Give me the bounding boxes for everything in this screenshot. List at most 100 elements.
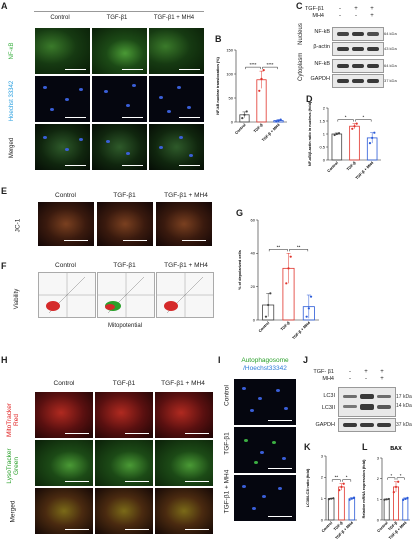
- x-tick-label: Control: [258, 321, 270, 333]
- data-point: [348, 498, 351, 501]
- panel-a-row-merged: Merged: [9, 137, 15, 159]
- y-tick-label: 50: [229, 95, 234, 100]
- panel-c-cond-mh4: MH4: [312, 13, 324, 19]
- data-point: [371, 136, 374, 139]
- significance-label: *: [362, 115, 364, 120]
- panel-c-kda: 37 kDa: [384, 78, 397, 83]
- panel-j-mark: +: [380, 376, 384, 382]
- x-tick-label: TGF-β + MH4: [261, 122, 281, 142]
- data-point: [275, 120, 278, 123]
- panel-letter-g: G: [236, 208, 244, 218]
- data-point: [277, 119, 280, 122]
- significance-label: *: [346, 475, 348, 480]
- panel-a-image-hoechst-tgf: [92, 76, 147, 122]
- significance-bracket: [331, 479, 341, 482]
- data-point: [279, 118, 282, 121]
- bar: [327, 498, 335, 521]
- panel-a-image-nfkb-control: [35, 28, 90, 74]
- x-tick-label: TGF-β: [387, 520, 398, 531]
- panel-h-image-merged-tgf: [95, 488, 153, 534]
- panel-f-facs-control: [38, 272, 96, 318]
- significance-label: **: [335, 475, 339, 480]
- y-tick-label: 1: [321, 496, 324, 501]
- panel-a-image-merged-control: [35, 124, 90, 170]
- y-tick-label: 1: [323, 131, 326, 136]
- x-tick-label: Control: [376, 521, 388, 533]
- panel-c-kda: 64 kDa: [384, 31, 397, 36]
- panel-h-row-lysotracker: LysoTracker Green: [6, 448, 20, 484]
- data-point: [267, 303, 270, 307]
- panel-a-col-tgf: TGF-β1: [106, 15, 128, 21]
- panel-c-mark: +: [354, 6, 358, 12]
- data-point: [333, 133, 336, 137]
- x-tick-label: TGF-β: [280, 320, 291, 331]
- significance-label: *: [345, 115, 347, 120]
- panel-a-image-merged-mh4: [149, 124, 204, 170]
- significance-bracket: [355, 119, 372, 122]
- panel-letter-d: D: [306, 94, 313, 104]
- data-point: [355, 122, 358, 125]
- panel-a-image-nfkb-mh4: [149, 28, 204, 74]
- panel-h-col-tgf: TGF-β1: [112, 380, 136, 387]
- data-point: [368, 142, 372, 145]
- data-point: [340, 485, 343, 489]
- x-tick-label: Control: [327, 161, 339, 173]
- panel-a-image-hoechst-control: [35, 76, 90, 122]
- panel-i-row-control: Control: [223, 385, 231, 406]
- data-point: [404, 497, 407, 501]
- panel-c-mark: -: [339, 6, 341, 12]
- panel-i-row-tgf: TGF-β1: [223, 432, 231, 455]
- panel-a-image-merged-tgf: [92, 124, 147, 170]
- panel-f-col-control: Control: [55, 262, 76, 269]
- panel-a-header-line: [34, 11, 204, 12]
- data-point: [289, 255, 292, 258]
- significance-label: *: [400, 473, 402, 478]
- panel-c-kda: 64 kDa: [384, 63, 397, 68]
- panel-a-image-hoechst-mh4: [149, 76, 204, 122]
- panel-c-band-label: NF-kB: [314, 61, 330, 67]
- panel-e-image-control: [38, 202, 94, 246]
- significance-label: *: [390, 473, 392, 478]
- data-point: [387, 497, 390, 501]
- significance-label: ****: [266, 62, 273, 67]
- data-point: [385, 498, 388, 501]
- panel-a-col-tgf-mh4: TGF-β1 + MH4: [153, 15, 195, 21]
- panel-h-image-green-tgf: [95, 440, 153, 486]
- data-point: [394, 485, 398, 489]
- data-point: [338, 489, 341, 492]
- y-tick-label: 40: [251, 251, 256, 256]
- chart-ylabel: NF-κB/β-actin ratio in nucleus (fold): [308, 102, 312, 166]
- panel-a-col-control: Control: [50, 15, 70, 21]
- y-tick-label: 0: [231, 119, 234, 124]
- panel-i-title-line1: Autophagosome: [241, 357, 289, 364]
- x-tick-label: TGF-β + MH4: [355, 160, 375, 180]
- panel-j-cond-tgf: TGF- β1: [313, 369, 334, 375]
- panel-h-row-mitotracker: MitoTracker Red: [6, 402, 20, 438]
- panel-h-col-tgf-mh4: TGF-β1 + MH4: [161, 380, 205, 387]
- significance-bracket: [387, 477, 396, 480]
- bar: [348, 498, 356, 521]
- panel-j-band-label: LC3II: [321, 405, 335, 411]
- y-tick-label: 0: [377, 517, 380, 522]
- panel-f-facs-mh4: [156, 272, 214, 318]
- panel-j-mark: +: [364, 369, 368, 375]
- panel-h-image-green-control: [35, 440, 93, 486]
- data-point: [397, 480, 400, 483]
- panel-c-band-label: GAPDH: [310, 76, 330, 82]
- panel-f-ylabel: Viability: [14, 288, 20, 310]
- chart-ylabel: NF-kB nuclear translocation (%): [216, 56, 220, 114]
- blot-c-actin: [332, 42, 384, 56]
- data-point: [353, 125, 356, 128]
- significance-bracket: [396, 477, 405, 480]
- panel-a-row-hoechst: Hoechst 33342: [9, 80, 15, 122]
- data-point: [285, 282, 288, 285]
- panel-f-xlabel: Mitopotential: [107, 323, 143, 329]
- data-point: [243, 113, 246, 116]
- data-point: [309, 295, 313, 298]
- data-point: [264, 315, 268, 318]
- y-tick-label: 2: [321, 475, 324, 480]
- panel-f-col-tgf-mh4: TGF-β1 + MH4: [164, 262, 208, 269]
- data-point: [332, 497, 335, 500]
- data-point: [352, 496, 356, 499]
- panel-e-col-control: Control: [55, 192, 76, 199]
